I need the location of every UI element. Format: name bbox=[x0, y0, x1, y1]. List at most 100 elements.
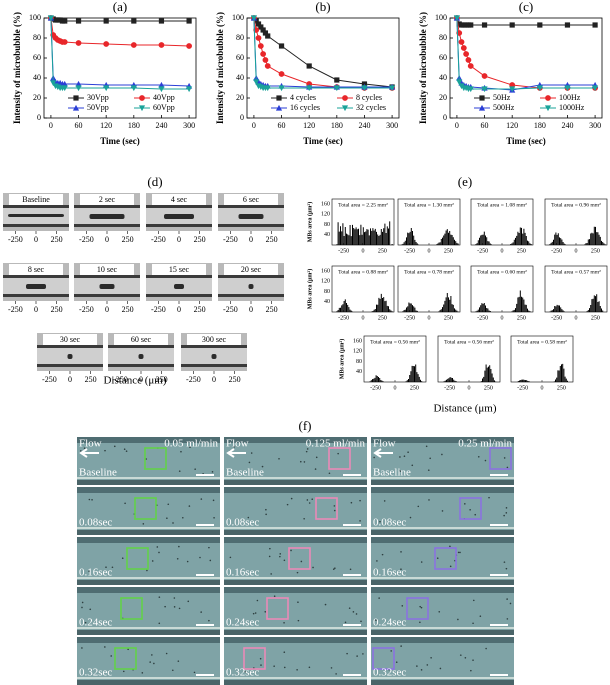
x-tick-label: 250 bbox=[156, 375, 168, 384]
microbubble bbox=[177, 660, 180, 662]
microbubble bbox=[308, 666, 311, 669]
bubble-cluster bbox=[89, 214, 125, 219]
legend-marker bbox=[73, 95, 79, 101]
microbubble bbox=[503, 457, 506, 459]
microbubble bbox=[449, 565, 452, 568]
time-label: 0.32sec bbox=[79, 667, 112, 679]
microbubble bbox=[328, 472, 331, 475]
legend-label: 40Vpp bbox=[153, 93, 175, 102]
y-tick-label: 120 bbox=[321, 279, 330, 285]
marker bbox=[255, 21, 262, 27]
microbubble bbox=[383, 500, 386, 502]
marker bbox=[264, 85, 271, 92]
channel-wall bbox=[108, 345, 174, 348]
y-tick-label: 40 bbox=[356, 369, 362, 375]
microbubble bbox=[171, 669, 174, 672]
x-tick-label: -250 bbox=[42, 375, 57, 384]
x-tick-label: 250 bbox=[517, 315, 526, 321]
microbubble bbox=[193, 671, 196, 674]
flow-rate: 0.125 ml/min bbox=[306, 438, 366, 450]
x-tick-label: 250 bbox=[484, 385, 493, 391]
x-tick-label: 0 bbox=[468, 385, 471, 391]
channel-wall bbox=[371, 680, 514, 685]
microbubble bbox=[346, 652, 348, 655]
x-tick-label: 250 bbox=[444, 248, 453, 254]
flow-label: Flow bbox=[373, 438, 396, 450]
channel-wall bbox=[77, 530, 220, 535]
microbubble bbox=[359, 499, 361, 502]
marker bbox=[62, 18, 68, 24]
microbubble bbox=[505, 512, 508, 514]
label-box bbox=[9, 194, 63, 205]
microbubble bbox=[425, 445, 428, 448]
microbubble bbox=[505, 567, 508, 570]
x-tick-label: -250 bbox=[8, 235, 23, 244]
legend-label: 4 cycles bbox=[290, 93, 316, 102]
microbubble bbox=[333, 505, 336, 507]
marker bbox=[103, 41, 110, 47]
microbubble bbox=[332, 568, 335, 571]
microbubble bbox=[420, 606, 423, 609]
x-tick-label: 250 bbox=[85, 375, 97, 384]
microbubble bbox=[84, 621, 87, 624]
marker bbox=[468, 22, 474, 28]
histogram-texture bbox=[475, 227, 532, 245]
microbubble bbox=[308, 502, 311, 504]
tracking-box bbox=[134, 497, 157, 520]
legend-label: 50Hz bbox=[493, 93, 511, 102]
marker bbox=[278, 85, 285, 92]
legend-label: 8 cycles bbox=[356, 93, 382, 102]
channel-wall bbox=[108, 364, 174, 367]
microbubble bbox=[312, 566, 314, 569]
microbubble bbox=[297, 601, 299, 604]
marker bbox=[130, 42, 137, 48]
x-tick-label: 250 bbox=[517, 248, 526, 254]
x-tick-label: 0 bbox=[139, 375, 143, 384]
microbubble bbox=[303, 461, 306, 463]
x-tick-label: 0 bbox=[105, 235, 109, 244]
x-tick-label: 0 bbox=[501, 248, 504, 254]
channel-wall bbox=[371, 580, 514, 585]
channel-wall bbox=[224, 637, 367, 643]
x-tick-label: -250 bbox=[370, 385, 381, 391]
channel-wall bbox=[371, 530, 514, 535]
microbubble bbox=[121, 557, 124, 559]
x-tick-label: 300 bbox=[589, 121, 601, 130]
microbubble bbox=[200, 611, 202, 613]
bubble-cluster bbox=[174, 284, 184, 289]
x-tick-label: 0 bbox=[34, 305, 38, 314]
microbubble bbox=[104, 449, 106, 452]
channel-wall bbox=[77, 630, 220, 635]
y-tick-label: 120 bbox=[353, 349, 362, 355]
microbubble bbox=[390, 650, 392, 652]
x-tick-label: 250 bbox=[591, 315, 600, 321]
microbubble bbox=[151, 560, 154, 562]
histogram-texture bbox=[475, 290, 531, 312]
bubble-cluster bbox=[164, 214, 194, 219]
channel-wall bbox=[3, 294, 69, 297]
marker bbox=[258, 24, 264, 30]
plot-frame bbox=[246, 17, 400, 119]
microbubble bbox=[488, 496, 490, 499]
microbubble bbox=[164, 605, 166, 608]
x-tick-label: -250 bbox=[186, 375, 201, 384]
microbubble bbox=[252, 612, 255, 615]
microbubble bbox=[506, 466, 509, 469]
microbubble bbox=[360, 620, 362, 623]
frame-label: 8 sec bbox=[28, 265, 45, 274]
microbubble bbox=[81, 647, 83, 649]
legend-label: 500Hz bbox=[493, 103, 515, 112]
channel-edge bbox=[77, 477, 220, 479]
tracking-box bbox=[288, 547, 311, 570]
microbubble bbox=[158, 596, 161, 598]
marker bbox=[467, 86, 474, 93]
microbubble bbox=[420, 561, 423, 563]
microbubble bbox=[181, 516, 184, 519]
x-axis-label: Time (sec) bbox=[100, 136, 140, 146]
time-label: 0.08sec bbox=[79, 517, 112, 529]
flow-label: Flow bbox=[226, 438, 249, 450]
label-box bbox=[43, 334, 97, 345]
marker bbox=[61, 80, 68, 87]
tracking-box bbox=[328, 447, 351, 470]
